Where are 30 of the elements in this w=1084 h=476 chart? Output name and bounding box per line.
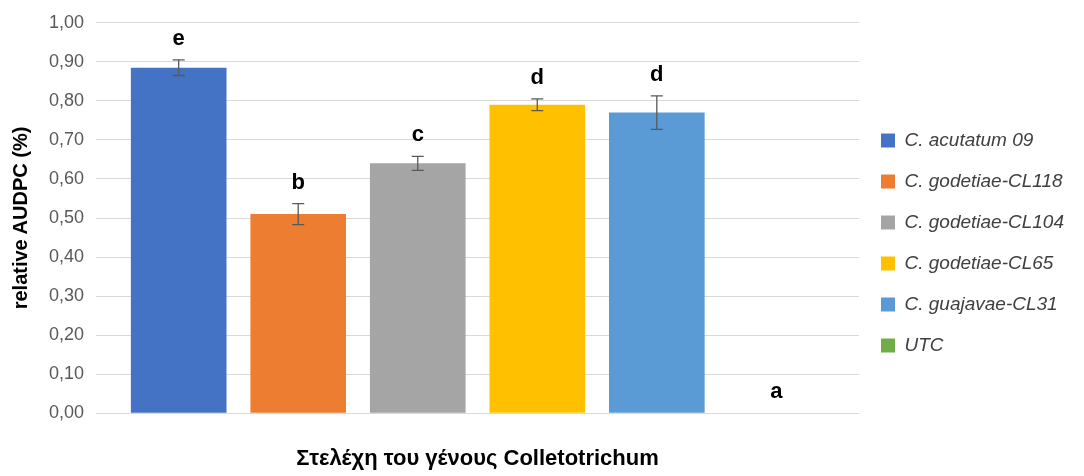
y-tick-label: 0,40 bbox=[48, 246, 85, 267]
annotation: a bbox=[770, 378, 784, 404]
y-tick-label: 0,50 bbox=[48, 206, 85, 227]
bar bbox=[489, 104, 586, 413]
legend-label: C. guajavae-CL31 bbox=[904, 292, 1058, 314]
y-tick-label: 0,60 bbox=[48, 167, 85, 188]
data-label: e bbox=[172, 24, 185, 50]
legend-label: C. godetiae-CL118 bbox=[904, 169, 1064, 191]
y-axis-title: relative AUDPC (%) bbox=[8, 126, 31, 310]
y-tick-label: 0,20 bbox=[48, 324, 85, 345]
legend-label: C. godetiae-CL65 bbox=[904, 251, 1054, 273]
data-label: b bbox=[291, 168, 305, 194]
bar bbox=[369, 163, 466, 413]
y-tick-label: 0,30 bbox=[48, 285, 85, 306]
legend-label: C. acutatum 09 bbox=[904, 128, 1034, 150]
y-tick-label: 1,00 bbox=[48, 11, 85, 32]
bar bbox=[130, 67, 227, 413]
data-label: d bbox=[650, 60, 664, 86]
y-tick-label: 0,10 bbox=[48, 363, 85, 384]
y-tick-label: 0,00 bbox=[48, 402, 85, 423]
y-tick-label: 0,80 bbox=[48, 89, 85, 110]
y-tick-label: 0,90 bbox=[48, 50, 85, 71]
data-label: c bbox=[411, 121, 424, 147]
legend-label: UTC bbox=[904, 333, 944, 355]
legend-label: C. godetiae-CL104 bbox=[904, 210, 1064, 232]
bar bbox=[609, 112, 705, 413]
data-label: d bbox=[530, 63, 545, 89]
y-tick-label: 0,70 bbox=[48, 128, 85, 149]
x-axis-title: Στελέχη του γένους Colletotrichum bbox=[296, 444, 659, 470]
bar bbox=[250, 214, 347, 413]
